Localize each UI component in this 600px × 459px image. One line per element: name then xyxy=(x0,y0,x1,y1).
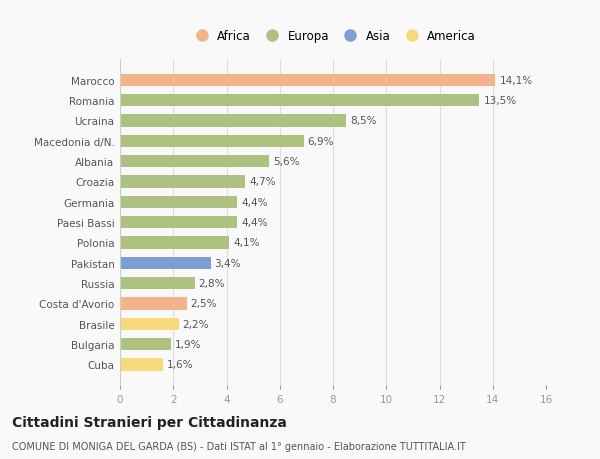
Text: 2,5%: 2,5% xyxy=(191,299,217,309)
Bar xyxy=(120,217,237,229)
Text: 4,1%: 4,1% xyxy=(233,238,260,248)
Bar xyxy=(120,358,163,371)
Text: 3,4%: 3,4% xyxy=(215,258,241,268)
Bar xyxy=(120,257,211,269)
Bar xyxy=(120,298,187,310)
Bar xyxy=(120,176,245,188)
Text: 4,4%: 4,4% xyxy=(241,197,268,207)
Bar xyxy=(120,318,179,330)
Text: 2,2%: 2,2% xyxy=(182,319,209,329)
Text: 14,1%: 14,1% xyxy=(499,76,533,85)
Text: 1,6%: 1,6% xyxy=(167,360,193,369)
Bar xyxy=(120,115,346,127)
Text: 5,6%: 5,6% xyxy=(273,157,299,167)
Text: 4,4%: 4,4% xyxy=(241,218,268,228)
Bar xyxy=(120,277,194,290)
Bar xyxy=(120,156,269,168)
Bar xyxy=(120,237,229,249)
Bar xyxy=(120,135,304,147)
Text: 2,8%: 2,8% xyxy=(199,279,225,288)
Text: 6,9%: 6,9% xyxy=(308,136,334,146)
Text: Cittadini Stranieri per Cittadinanza: Cittadini Stranieri per Cittadinanza xyxy=(12,415,287,429)
Text: 4,7%: 4,7% xyxy=(249,177,275,187)
Bar xyxy=(120,74,496,87)
Bar xyxy=(120,196,237,208)
Legend: Africa, Europa, Asia, America: Africa, Europa, Asia, America xyxy=(190,30,476,43)
Text: 13,5%: 13,5% xyxy=(484,96,517,106)
Bar xyxy=(120,95,479,107)
Text: 8,5%: 8,5% xyxy=(350,116,377,126)
Text: COMUNE DI MONIGA DEL GARDA (BS) - Dati ISTAT al 1° gennaio - Elaborazione TUTTIT: COMUNE DI MONIGA DEL GARDA (BS) - Dati I… xyxy=(12,441,466,451)
Text: 1,9%: 1,9% xyxy=(175,339,201,349)
Bar xyxy=(120,338,170,351)
